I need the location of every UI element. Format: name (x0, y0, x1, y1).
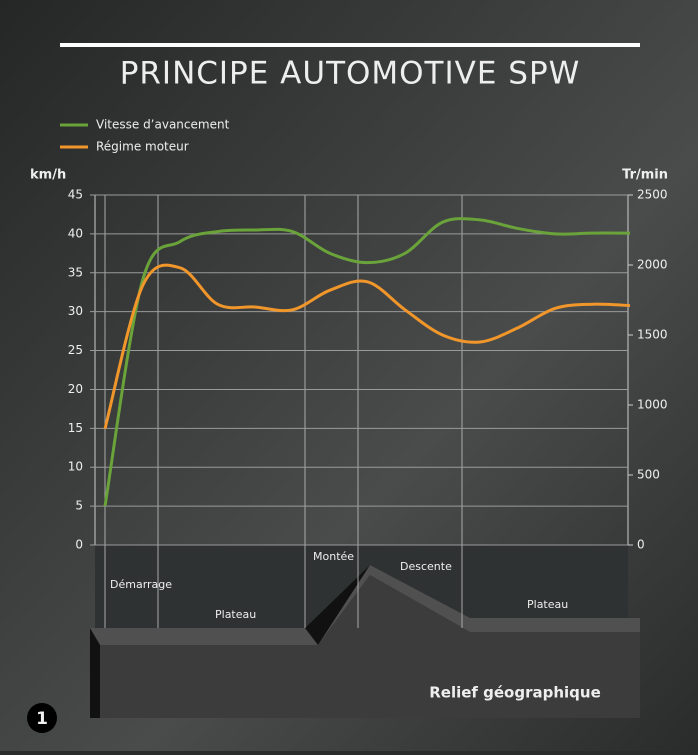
y2-tick-label: 2000 (637, 258, 668, 272)
chart: PRINCIPE AUTOMOTIVE SPW km/h Tr/min Reli… (0, 0, 698, 751)
y-tick-label: 35 (68, 265, 83, 279)
region-label: Plateau (215, 608, 256, 621)
relief-label: Relief géographique (429, 684, 601, 702)
y-tick-label: 15 (68, 421, 83, 435)
region-label: Montée (313, 550, 354, 563)
title-rule (60, 43, 640, 47)
y-tick-label: 30 (68, 304, 83, 318)
y-tick-label: 25 (68, 343, 83, 357)
y-tick-label: 10 (68, 460, 83, 474)
legend-label: Vitesse d’avancement (96, 118, 230, 132)
chart-title: PRINCIPE AUTOMOTIVE SPW (120, 56, 581, 92)
y-axis-label: km/h (30, 168, 66, 183)
y-tick-label: 45 (68, 188, 83, 202)
y-tick-label: 0 (75, 538, 83, 552)
legend-label: Régime moteur (96, 140, 189, 154)
y2-tick-label: 1000 (637, 398, 668, 412)
y2-axis-label: Tr/min (622, 168, 668, 183)
y2-tick-label: 500 (637, 468, 660, 482)
y-tick-label: 5 (75, 499, 83, 513)
badge-label: 1 (36, 709, 48, 729)
region-label: Descente (400, 560, 452, 573)
y2-tick-label: 2500 (637, 188, 668, 202)
y-tick-label: 40 (68, 226, 83, 240)
y-tick-label: 20 (68, 382, 83, 396)
y2-tick-label: 0 (637, 538, 645, 552)
region-label: Plateau (527, 598, 568, 611)
region-label: Démarrage (110, 578, 172, 591)
y2-tick-label: 1500 (637, 328, 668, 342)
